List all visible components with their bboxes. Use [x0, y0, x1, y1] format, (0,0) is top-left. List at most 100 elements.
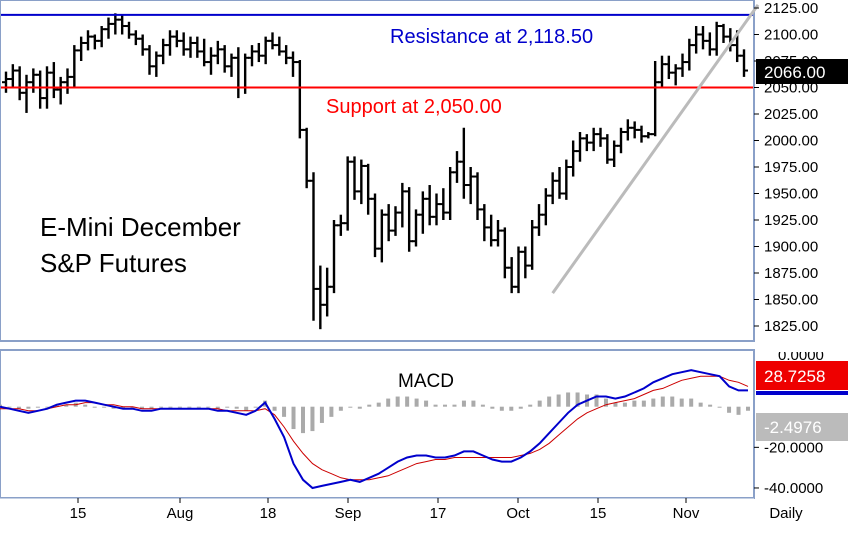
histogram-bar — [490, 406, 495, 409]
x-tick-label: 17 — [430, 505, 447, 522]
histogram-bar — [253, 406, 258, 408]
histogram-bar — [433, 404, 438, 407]
histogram-bar — [660, 396, 665, 407]
histogram-bar — [424, 400, 429, 407]
histogram-bar — [319, 406, 324, 423]
macd-series — [0, 369, 750, 490]
price-tick-label: 2100.00 — [764, 27, 818, 44]
x-tick-label: Nov — [673, 505, 700, 522]
histogram-bar — [594, 394, 599, 407]
histogram-bar — [736, 406, 741, 415]
price-tick-label: 2125.00 — [764, 0, 818, 17]
histogram-bar — [613, 402, 618, 407]
histogram-bar — [45, 406, 50, 408]
histogram-bar — [310, 406, 315, 432]
macd-line-badge-edge — [756, 391, 848, 395]
x-tick-label: 15 — [590, 505, 607, 522]
axes: 2125.002100.002075.002050.002025.002000.… — [70, 0, 824, 522]
histogram-bar — [376, 402, 381, 407]
x-tick-label: 15 — [70, 505, 87, 522]
histogram-bar — [679, 398, 684, 407]
histogram-bar — [64, 404, 69, 407]
histogram-bar — [622, 402, 627, 407]
histogram-bar — [698, 402, 703, 407]
histogram-bar — [16, 406, 21, 409]
histogram-bar — [149, 406, 154, 409]
price-tick-label: 2025.00 — [764, 106, 818, 123]
macd-top-tick: 0.0000 — [778, 347, 824, 364]
macd-value: 28.7258 — [764, 367, 825, 386]
macd-panel — [0, 349, 755, 499]
histogram-bar — [480, 404, 485, 407]
x-tick-label: Sep — [335, 505, 362, 522]
macd-line — [0, 369, 748, 490]
histogram-bar — [461, 400, 466, 407]
price-tick-label: 1975.00 — [764, 159, 818, 176]
histogram-bar — [206, 406, 211, 408]
histogram-bar — [727, 406, 732, 413]
histogram-bar — [746, 406, 750, 411]
histogram-bar — [168, 406, 173, 408]
histogram-bar — [518, 406, 523, 409]
histogram-bar — [566, 392, 571, 407]
x-tick-label: 18 — [260, 505, 277, 522]
trend-line — [551, 3, 760, 295]
histogram-bar — [395, 396, 400, 407]
histogram-bar — [244, 406, 249, 411]
price-tick-label: 1950.00 — [764, 186, 818, 203]
reference-lines — [1, 3, 760, 295]
chart-subtitle: S&P Futures — [40, 248, 187, 278]
macd-tick-label: -40.0000 — [764, 480, 823, 497]
histogram-bar — [367, 404, 372, 407]
chart-title: E-Mini December — [40, 212, 241, 242]
macd-value-badge — [756, 361, 848, 390]
histogram-bar — [35, 406, 40, 408]
histogram-bar — [7, 406, 12, 408]
price-tick-label: 1875.00 — [764, 265, 818, 282]
histogram-bar — [329, 406, 334, 417]
histogram-bar — [348, 406, 353, 408]
price-tick-label: 1925.00 — [764, 212, 818, 229]
histogram-bar — [670, 396, 675, 407]
histogram-bar — [0, 404, 2, 407]
histogram-bar — [509, 406, 514, 411]
histogram-bar — [234, 406, 239, 409]
macd-title: MACD — [398, 371, 454, 392]
histogram-bar — [547, 396, 552, 407]
histogram-bar — [177, 406, 182, 408]
macd-tick-label: -20.0000 — [764, 439, 823, 456]
histogram-bar — [215, 406, 220, 409]
histogram-bar — [556, 394, 561, 407]
histogram-bar — [83, 404, 88, 407]
support-label: Support at 2,050.00 — [326, 96, 502, 118]
ohlc-bar — [740, 49, 748, 77]
histogram-bar — [689, 398, 694, 407]
histogram-bar — [140, 406, 145, 409]
histogram-bar — [291, 406, 296, 430]
histogram-bar — [405, 396, 410, 407]
x-tick-label: Daily — [769, 505, 803, 522]
histogram-bar — [537, 400, 542, 407]
histogram-bar — [708, 404, 713, 407]
price-panel — [0, 0, 755, 342]
histogram-bar — [282, 406, 287, 417]
histogram-bar — [471, 400, 476, 407]
histogram-bar — [452, 404, 457, 407]
histogram-bar — [357, 406, 362, 409]
price-tick-label: 2000.00 — [764, 133, 818, 150]
price-tick-label: 1900.00 — [764, 239, 818, 256]
last-price-badge — [756, 59, 848, 84]
histogram-bar — [386, 398, 391, 407]
x-axis-strip — [0, 498, 754, 530]
histogram-bar — [528, 404, 533, 407]
histogram-value: -2.4976 — [764, 418, 822, 437]
histogram-bar — [158, 406, 163, 408]
histogram-bar — [300, 406, 305, 434]
price-tick-label: 1825.00 — [764, 318, 818, 335]
resistance-label: Resistance at 2,118.50 — [390, 26, 593, 48]
histogram-bar — [651, 398, 656, 407]
histogram-bar — [26, 406, 31, 409]
histogram-value-badge — [756, 413, 848, 441]
histogram-bar — [92, 406, 97, 408]
